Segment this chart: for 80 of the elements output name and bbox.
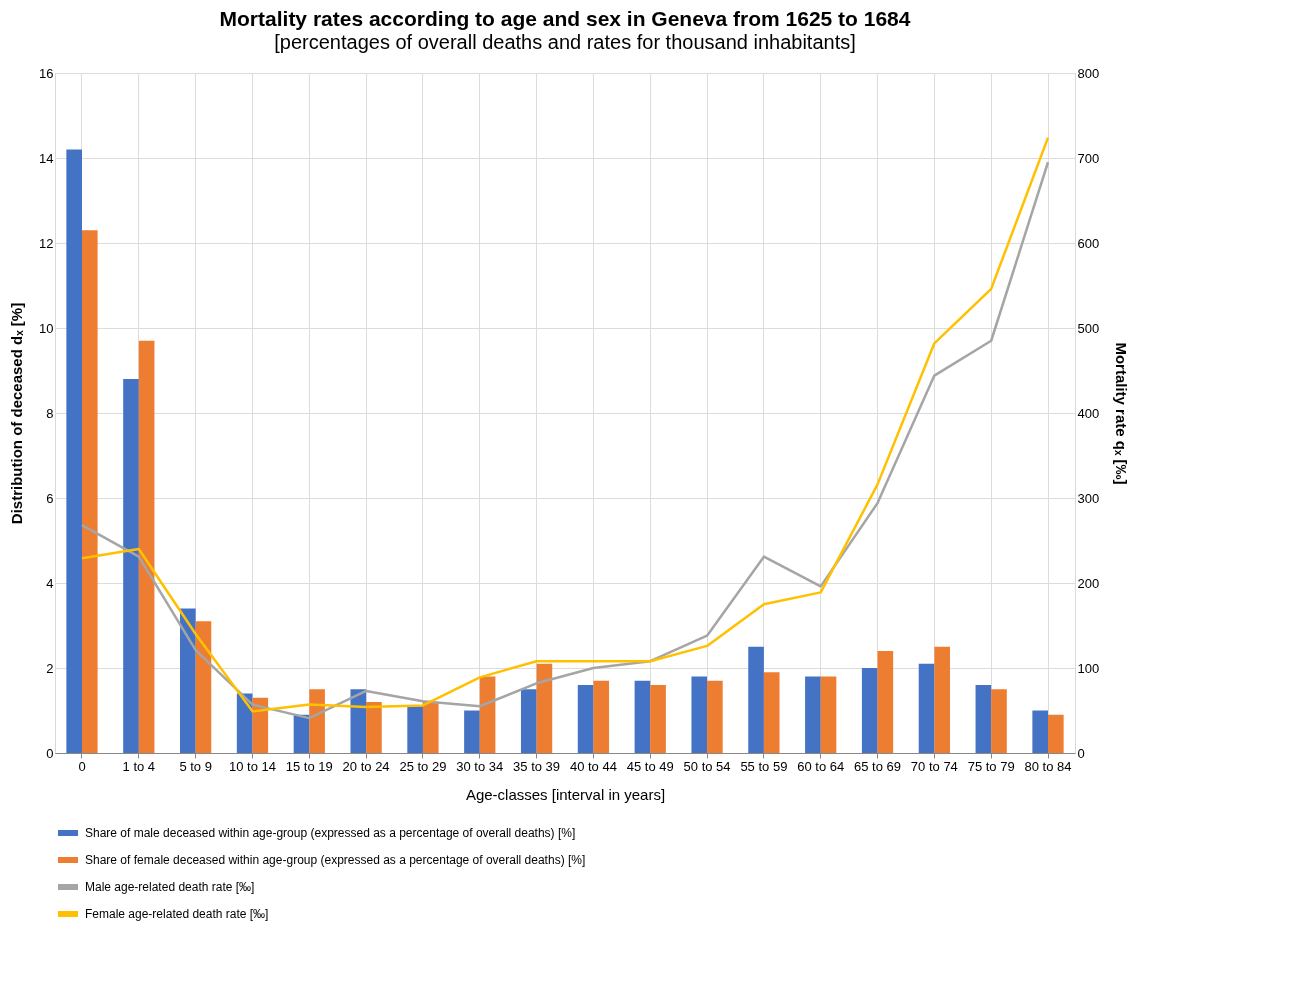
bar (934, 646, 950, 753)
bar (81, 230, 98, 753)
bar (479, 676, 496, 753)
x-tick-label: 10 to 14 (228, 758, 276, 774)
bar (975, 685, 992, 753)
bar (593, 680, 610, 753)
y-axis-title: Distribution of deceased dₓ [%] (8, 302, 26, 525)
bar (877, 651, 894, 753)
x-tick-label: 75 to 79 (967, 758, 1015, 774)
y-tick-label: 10 (39, 320, 54, 336)
y2-tick-label: 200 (1077, 575, 1100, 591)
x-tick-label: 40 to 44 (569, 758, 617, 774)
bar (577, 685, 594, 753)
bar (763, 672, 780, 753)
bar (805, 676, 821, 753)
x-tick-label: 55 to 59 (740, 758, 788, 774)
y2-tick-label: 800 (1077, 65, 1100, 81)
x-tick-label: 80 to 84 (1024, 758, 1072, 774)
y2-tick-label: 400 (1077, 405, 1100, 421)
y-tick-label: 16 (39, 65, 54, 81)
bar (366, 702, 382, 753)
x-tick-label: 50 to 54 (683, 758, 731, 774)
bar (309, 689, 325, 753)
y-tick-label: 14 (39, 150, 54, 166)
bar (123, 379, 139, 753)
x-tick-label: 5 to 9 (179, 758, 212, 774)
bar (748, 646, 764, 753)
bar (293, 714, 310, 753)
x-tick-label: 0 (78, 758, 86, 774)
x-tick-label: 70 to 74 (910, 758, 958, 774)
bar (1048, 714, 1064, 753)
chart-subtitle: [percentages of overall deaths and rates for thousand inhabitants] (274, 31, 856, 53)
bar (918, 663, 935, 753)
bar (407, 706, 423, 753)
bar (180, 608, 196, 753)
y2-tick-label: 700 (1077, 150, 1100, 166)
x-tick-label: 15 to 19 (285, 758, 333, 774)
y2-tick-label: 600 (1077, 235, 1100, 251)
bar (1032, 710, 1049, 753)
y-tick-label: 4 (46, 575, 54, 591)
legend-label: Female age-related death rate [‰] (85, 907, 269, 921)
y2-axis-title: Mortality rate qₓ [‰] (1113, 342, 1131, 485)
y-tick-label: 6 (46, 490, 54, 506)
y-tick-label: 8 (46, 405, 54, 421)
x-tick-label: 45 to 49 (626, 758, 674, 774)
y2-tick-label: 100 (1077, 660, 1100, 676)
bar (861, 668, 878, 753)
x-tick-label: 20 to 24 (342, 758, 390, 774)
bar (820, 676, 837, 753)
y2-tick-label: 0 (1077, 745, 1085, 761)
legend-label: Share of male deceased within age-group (expressed as a percentage of overall deaths) [%] (85, 826, 576, 840)
x-tick-label: 1 to 4 (122, 758, 156, 774)
bar (252, 697, 269, 753)
y-tick-label: 0 (46, 745, 54, 761)
y2-tick-label: 300 (1077, 490, 1100, 506)
bar (464, 710, 480, 753)
x-tick-label: 30 to 34 (456, 758, 504, 774)
x-tick-label: 35 to 39 (513, 758, 561, 774)
legend-label: Share of female deceased within age-group (expressed as a percentage of overall deaths) [%] (85, 853, 586, 867)
x-axis-title: Age-classes [interval in years] (465, 785, 666, 803)
bar (66, 149, 82, 753)
bar (707, 680, 723, 753)
bar (422, 702, 439, 753)
y-tick-label: 12 (39, 235, 54, 251)
legend-label: Male age-related death rate [‰] (85, 880, 255, 894)
bar (350, 689, 367, 753)
bar (650, 685, 666, 753)
bar (536, 663, 553, 753)
bar (691, 676, 708, 753)
chart-title: Mortality rates according to age and sex in Geneva from 1625 to 1684 (219, 7, 911, 30)
y-tick-label: 2 (46, 660, 54, 676)
bar (520, 689, 537, 753)
x-tick-label: 25 to 29 (399, 758, 447, 774)
bar (634, 680, 651, 753)
x-tick-label: 65 to 69 (854, 758, 902, 774)
bar (138, 340, 155, 753)
bar (991, 689, 1007, 753)
bar (195, 621, 212, 753)
y2-tick-label: 500 (1077, 320, 1100, 336)
x-tick-label: 60 to 64 (797, 758, 845, 774)
